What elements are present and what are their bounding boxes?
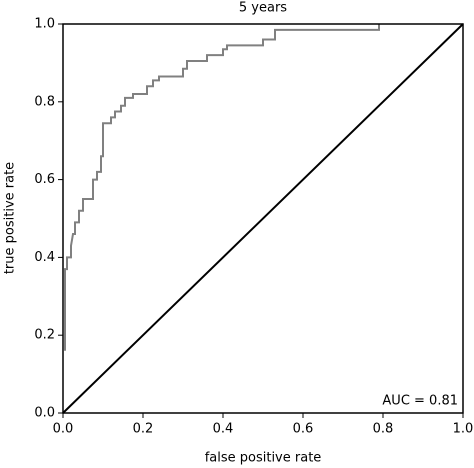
x-tick-label: 0.4 [213,422,234,437]
x-axis-label: false positive rate [205,451,322,466]
y-axis-label: true positive rate [3,162,18,274]
x-tick-label: 0.2 [133,422,154,437]
x-tick-label: 0.8 [373,422,394,437]
diagonal-reference [62,23,464,414]
x-tick-label: 0.0 [53,422,74,437]
y-tick-label: 0.6 [34,172,55,187]
x-tick-label: 1.0 [453,422,474,437]
y-tick-label: 0.2 [34,328,55,343]
x-tick-label: 0.6 [293,422,314,437]
y-tick-label: 1.0 [34,17,55,32]
annotation: AUC = 0.81 [382,394,458,409]
plot-frame [62,23,464,414]
roc-curve [64,24,380,351]
y-tick-label: 0.4 [34,250,55,265]
y-tick-label: 0.8 [34,94,55,109]
y-tick-label: 0.0 [34,406,55,421]
chart-title: 5 years [239,1,287,16]
